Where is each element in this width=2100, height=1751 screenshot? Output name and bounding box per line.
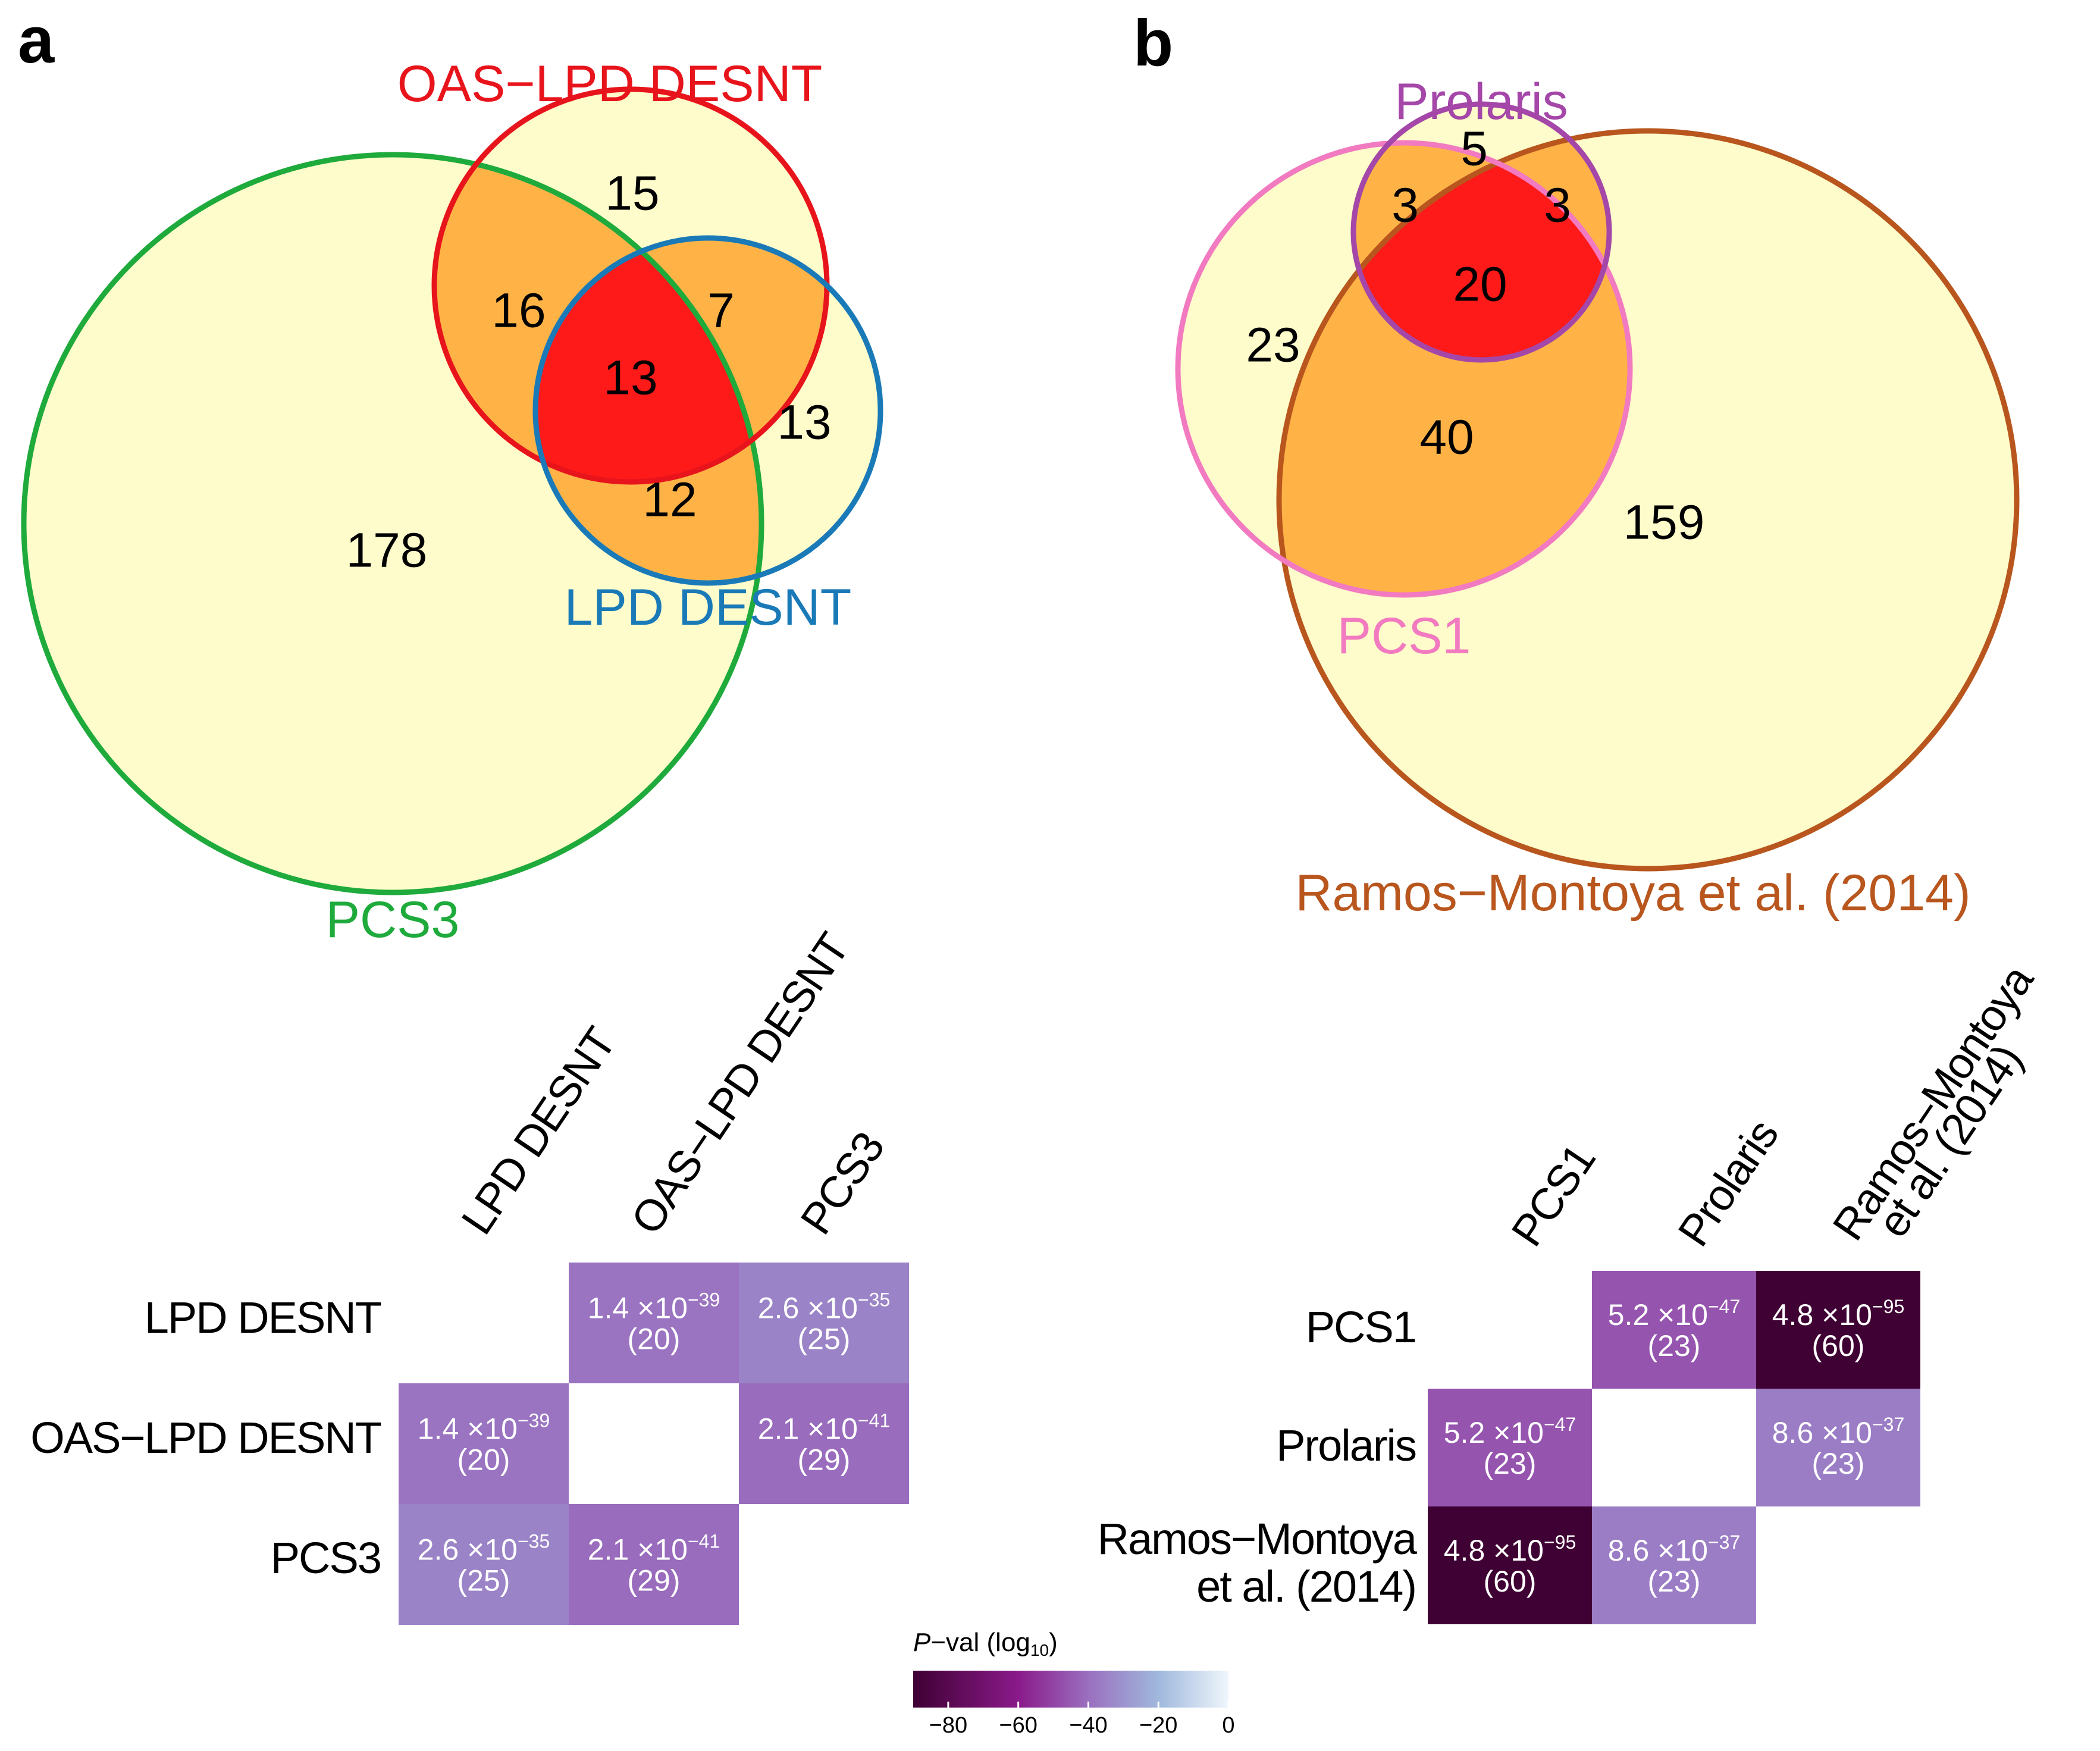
ramos-circle	[1276, 128, 2020, 872]
pcs1-label: PCS1	[1337, 607, 1471, 665]
matrix-a-cell-count: (25)	[457, 1564, 510, 1597]
matrix-a-cell-r2-c0	[399, 1504, 569, 1625]
matrix-b-col-label-1: Prolaris	[1668, 1111, 1787, 1255]
region-oas-pcs3: 16	[491, 284, 546, 338]
matrix-a-row-label-1: OAS−LPD DESNT	[30, 1413, 381, 1462]
panel-b-letter: b	[1133, 7, 1173, 80]
region-lpd-only: 13	[777, 396, 831, 450]
matrix-b-cell-count: (23)	[1812, 1447, 1865, 1480]
matrix-b-cell-pvalue: 5.2 ×10−47	[1444, 1414, 1576, 1449]
ramos-label: Ramos−Montoya et al. (2014)	[1295, 864, 1970, 922]
matrix-b-cell-count: (60)	[1484, 1565, 1537, 1598]
panel-a: a OAS−LPD DESNT LPD DESNT PCS3 15	[18, 4, 883, 948]
matrix-b-cell-count: (23)	[1484, 1447, 1537, 1480]
region-oas-lpd: 7	[707, 284, 735, 338]
matrix-a-cell-pvalue: 2.6 ×10−35	[758, 1289, 891, 1325]
region-ramos-only: 159	[1623, 496, 1705, 550]
region-prolaris-only: 5	[1460, 122, 1488, 176]
matrix-a: LPD DESNT OAS−LPD DESNT PCS3 LPD DESNT O…	[30, 925, 909, 1625]
matrix-b-cells: 5.2 ×10−47(23)4.8 ×10−95(60)5.2 ×10−47(2…	[1428, 1271, 1920, 1624]
matrix-a-cell-pvalue: 1.4 ×10−39	[418, 1410, 550, 1446]
legend-title-rest: −val (log	[930, 1628, 1030, 1657]
region-all-three: 13	[603, 351, 657, 405]
matrix-b-cell-r1-c0	[1428, 1389, 1592, 1506]
matrix-a-cell-count: (25)	[798, 1323, 851, 1356]
legend-tick-label-0: −80	[929, 1713, 967, 1738]
matrix-b-cell-pvalue: 8.6 ×10−37	[1608, 1531, 1741, 1567]
matrix-b-cell-pvalue: 4.8 ×10−95	[1772, 1296, 1905, 1332]
matrix-b-cell-count: (23)	[1648, 1329, 1701, 1362]
pcs3-label: PCS3	[326, 891, 460, 948]
matrix-a-cell-r0-c1	[569, 1263, 739, 1383]
matrix-a-cell-count: (20)	[457, 1443, 510, 1477]
pcs3-circle	[21, 152, 764, 895]
legend-tick-label-2: −40	[1069, 1713, 1107, 1738]
legend-title-sub: 10	[1030, 1641, 1049, 1659]
matrix-a-cell-count: (20)	[628, 1323, 681, 1356]
lpd-label: LPD DESNT	[565, 579, 852, 636]
matrix-b-cell-r1-c2	[1756, 1389, 1920, 1506]
matrix-b-cell-r0-c1	[1592, 1271, 1756, 1389]
matrix-a-row-label-0: LPD DESNT	[145, 1293, 381, 1342]
legend-tick-label-3: −20	[1139, 1713, 1177, 1738]
matrix-b: PCS1 Prolaris Ramos−Montoya et al. (2014…	[1098, 956, 2043, 1624]
matrix-a-cell-count: (29)	[798, 1443, 851, 1477]
matrix-a-cell-r0-c2	[739, 1263, 909, 1383]
matrix-a-cell-pvalue: 2.1 ×10−41	[588, 1531, 720, 1567]
matrix-b-cell-count: (23)	[1648, 1565, 1701, 1598]
matrix-a-cell-pvalue: 2.1 ×10−41	[758, 1410, 891, 1446]
prolaris-circle	[1350, 101, 1612, 363]
panel-a-letter: a	[18, 4, 55, 77]
matrix-b-cell-pvalue: 5.2 ×10−47	[1608, 1296, 1741, 1332]
region-pcs3-only: 178	[346, 524, 428, 578]
matrix-b-row-label-2-line2: et al. (2014)	[1196, 1562, 1416, 1611]
a-triple-overlap	[535, 238, 761, 482]
matrix-a-cell-r1-c0	[399, 1383, 569, 1504]
matrix-a-row-label-2: PCS3	[271, 1533, 381, 1583]
lpd-circle	[532, 235, 883, 586]
oas-label: OAS−LPD DESNT	[397, 55, 823, 112]
region-all-three-b: 20	[1453, 258, 1507, 312]
legend-title: P−val (log10)	[913, 1628, 1058, 1659]
legend-title-close: )	[1049, 1628, 1058, 1657]
region-oas-only: 15	[605, 167, 659, 221]
matrix-b-cell-pvalue: 8.6 ×10−37	[1772, 1414, 1905, 1449]
panel-b: b Prolaris PCS1 Ramos−Montoya et al. (20…	[1133, 7, 2020, 922]
matrix-b-row-label-0: PCS1	[1306, 1302, 1416, 1352]
prolaris-label: Prolaris	[1394, 73, 1568, 130]
matrix-a-cell-count: (29)	[628, 1564, 681, 1597]
matrix-b-row-label-2-line1: Ramos−Montoya	[1098, 1514, 1418, 1564]
legend-title-p: P	[913, 1628, 931, 1657]
legend-tick-label-1: −60	[999, 1713, 1037, 1738]
matrix-a-cells: 1.4 ×10−39(20)2.6 ×10−35(25)1.4 ×10−39(2…	[399, 1263, 909, 1625]
matrix-a-cell-pvalue: 1.4 ×10−39	[588, 1289, 720, 1325]
matrix-b-cell-pvalue: 4.8 ×10−95	[1444, 1531, 1576, 1567]
region-pcs1-ramos: 40	[1419, 411, 1474, 465]
matrix-b-cell-r2-c1	[1592, 1506, 1756, 1624]
matrix-b-cell-count: (60)	[1812, 1329, 1865, 1362]
color-legend: P−val (log10) −80 −60 −40 −20 0	[913, 1628, 1235, 1738]
matrix-a-col-label-0: LPD DESNT	[452, 1019, 625, 1242]
legend-tick-label-4: 0	[1222, 1713, 1234, 1738]
matrix-a-cell-r1-c2	[739, 1383, 909, 1504]
pcs1-circle	[1175, 140, 1633, 598]
matrix-a-col-label-2: PCS3	[791, 1124, 893, 1243]
matrix-b-cell-r0-c2	[1756, 1271, 1920, 1389]
matrix-b-cell-r2-c0	[1428, 1506, 1592, 1624]
region-pcs1-only: 23	[1246, 318, 1300, 372]
matrix-a-cell-r2-c1	[569, 1504, 739, 1625]
region-prolaris-pcs1: 3	[1391, 178, 1419, 233]
legend-ticks: −80 −60 −40 −20 0	[929, 1702, 1235, 1738]
matrix-b-col-label-0: PCS1	[1502, 1136, 1604, 1255]
region-lpd-pcs3: 12	[642, 473, 697, 527]
region-prolaris-ramos: 3	[1544, 178, 1571, 233]
legend-gradient-bar	[913, 1671, 1228, 1708]
matrix-a-cell-pvalue: 2.6 ×10−35	[418, 1531, 550, 1567]
matrix-b-row-label-1: Prolaris	[1276, 1421, 1416, 1470]
